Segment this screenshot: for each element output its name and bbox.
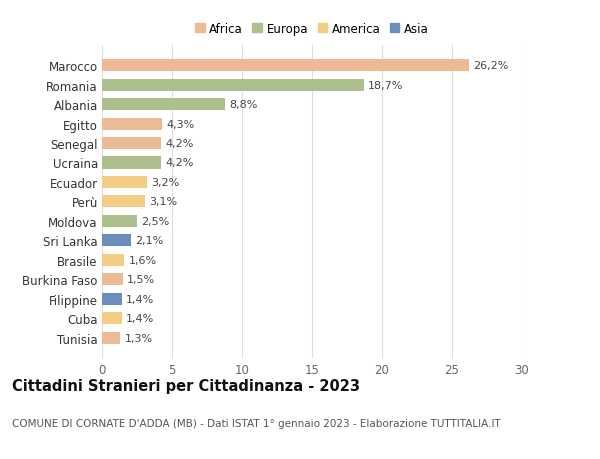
Bar [102, 215, 137, 227]
Text: 4,2%: 4,2% [165, 139, 193, 149]
Bar [102, 313, 122, 325]
Text: 1,5%: 1,5% [127, 274, 155, 285]
Text: 3,1%: 3,1% [149, 197, 178, 207]
Bar [102, 99, 225, 111]
Text: 1,4%: 1,4% [126, 313, 154, 324]
Text: 8,8%: 8,8% [229, 100, 258, 110]
Text: Cittadini Stranieri per Cittadinanza - 2023: Cittadini Stranieri per Cittadinanza - 2… [12, 379, 360, 394]
Text: 1,4%: 1,4% [126, 294, 154, 304]
Legend: Africa, Europa, America, Asia: Africa, Europa, America, Asia [193, 21, 431, 38]
Bar [102, 157, 161, 169]
Text: 4,3%: 4,3% [166, 119, 194, 129]
Text: 2,5%: 2,5% [141, 216, 169, 226]
Text: 2,1%: 2,1% [136, 236, 164, 246]
Text: 1,3%: 1,3% [124, 333, 152, 343]
Text: 3,2%: 3,2% [151, 178, 179, 188]
Bar [102, 60, 469, 72]
Bar [102, 79, 364, 91]
Bar [102, 177, 147, 189]
Bar [102, 235, 131, 247]
Bar [102, 138, 161, 150]
Bar [102, 254, 124, 266]
Text: 26,2%: 26,2% [473, 61, 508, 71]
Bar [102, 274, 123, 285]
Bar [102, 332, 120, 344]
Text: 18,7%: 18,7% [368, 80, 403, 90]
Text: 1,6%: 1,6% [128, 255, 157, 265]
Bar [102, 118, 162, 130]
Bar [102, 293, 122, 305]
Text: COMUNE DI CORNATE D'ADDA (MB) - Dati ISTAT 1° gennaio 2023 - Elaborazione TUTTIT: COMUNE DI CORNATE D'ADDA (MB) - Dati IST… [12, 418, 501, 428]
Text: 4,2%: 4,2% [165, 158, 193, 168]
Bar [102, 196, 145, 208]
